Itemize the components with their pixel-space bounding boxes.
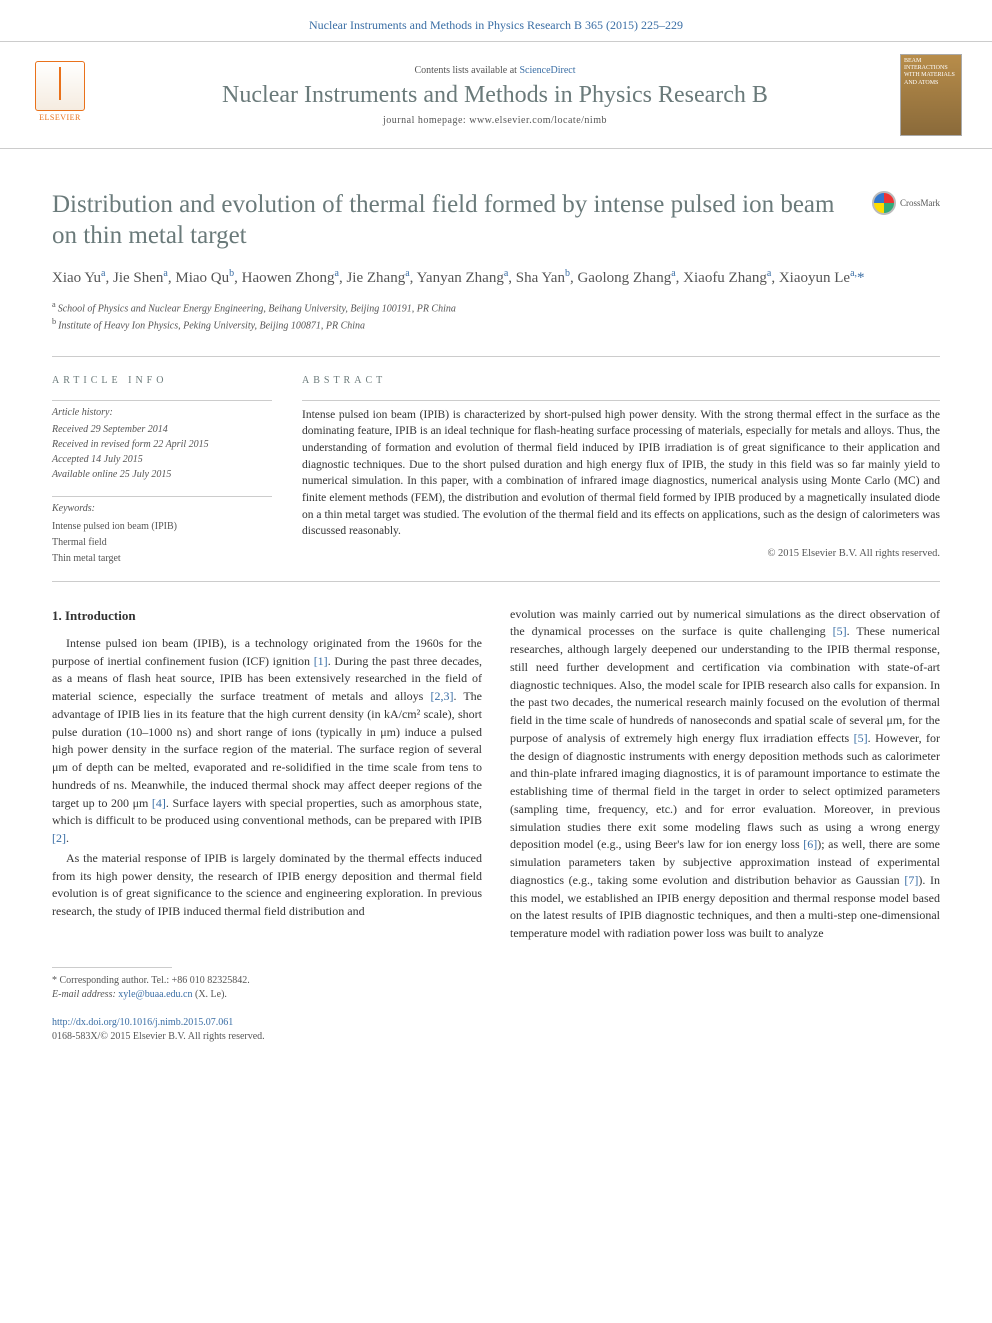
footnote-separator <box>52 967 172 968</box>
keyword: Intense pulsed ion beam (IPIB) <box>52 519 272 535</box>
homepage-prefix: journal homepage: <box>383 115 469 126</box>
keyword: Thermal field <box>52 535 272 551</box>
article-info-column: article info Article history: Received 2… <box>52 375 272 567</box>
article-info-heading: article info <box>52 375 272 386</box>
homepage-line: journal homepage: www.elsevier.com/locat… <box>90 115 900 126</box>
affiliation-b: Institute of Heavy Ion Physics, Peking U… <box>58 321 365 332</box>
page-footer: http://dx.doi.org/10.1016/j.nimb.2015.07… <box>0 1010 992 1064</box>
abstract-heading: abstract <box>302 375 940 386</box>
affiliation-a: School of Physics and Nuclear Energy Eng… <box>58 303 456 314</box>
body-paragraph: evolution was mainly carried out by nume… <box>510 606 940 943</box>
section-heading: 1. Introduction <box>52 606 482 625</box>
body-paragraph: Intense pulsed ion beam (IPIB), is a tec… <box>52 635 482 848</box>
abstract-text: Intense pulsed ion beam (IPIB) is charac… <box>302 400 940 540</box>
body-column-left: 1. Introduction Intense pulsed ion beam … <box>52 606 482 945</box>
doi-link[interactable]: http://dx.doi.org/10.1016/j.nimb.2015.07… <box>52 1016 940 1030</box>
author-list: Xiao Yua, Jie Shena, Miao Qub, Haowen Zh… <box>52 266 940 290</box>
issn-copyright: 0168-583X/© 2015 Elsevier B.V. All right… <box>52 1030 940 1044</box>
history-label: Article history: <box>52 405 272 420</box>
email-label: E-mail address: <box>52 989 118 1000</box>
history-item: Received 29 September 2014 <box>52 422 272 437</box>
elsevier-tree-icon <box>35 61 85 111</box>
email-suffix: (X. Le). <box>192 989 226 1000</box>
history-item: Available online 25 July 2015 <box>52 467 272 482</box>
journal-name: Nuclear Instruments and Methods in Physi… <box>90 82 900 109</box>
history-item: Received in revised form 22 April 2015 <box>52 437 272 452</box>
crossmark-icon <box>872 191 896 215</box>
body-paragraph: As the material response of IPIB is larg… <box>52 850 482 921</box>
article-history: Article history: Received 29 September 2… <box>52 400 272 482</box>
corresponding-author: * Corresponding author. Tel.: +86 010 82… <box>52 974 940 988</box>
footnotes: * Corresponding author. Tel.: +86 010 82… <box>0 974 992 1010</box>
elsevier-label: ELSEVIER <box>39 113 81 122</box>
contents-line: Contents lists available at ScienceDirec… <box>90 65 900 76</box>
email-link[interactable]: xyle@buaa.edu.cn <box>118 989 192 1000</box>
elsevier-logo: ELSEVIER <box>30 61 90 129</box>
keywords-label: Keywords: <box>52 501 272 517</box>
homepage-url[interactable]: www.elsevier.com/locate/nimb <box>469 115 607 126</box>
keyword: Thin metal target <box>52 551 272 567</box>
running-head: Nuclear Instruments and Methods in Physi… <box>0 0 992 41</box>
journal-banner: ELSEVIER Contents lists available at Sci… <box>0 41 992 149</box>
affiliations: aSchool of Physics and Nuclear Energy En… <box>52 299 940 334</box>
abstract-copyright: © 2015 Elsevier B.V. All rights reserved… <box>302 548 940 559</box>
journal-cover-thumbnail: BEAM INTERACTIONS WITH MATERIALS AND ATO… <box>900 54 962 136</box>
contents-prefix: Contents lists available at <box>414 65 519 76</box>
keywords-block: Keywords: Intense pulsed ion beam (IPIB)… <box>52 496 272 567</box>
body-column-right: evolution was mainly carried out by nume… <box>510 606 940 945</box>
sciencedirect-link[interactable]: ScienceDirect <box>519 65 575 76</box>
body-columns: 1. Introduction Intense pulsed ion beam … <box>0 582 992 955</box>
abstract-column: abstract Intense pulsed ion beam (IPIB) … <box>302 375 940 567</box>
crossmark-label: CrossMark <box>900 198 940 208</box>
article-title: Distribution and evolution of thermal fi… <box>52 189 940 252</box>
crossmark-badge[interactable]: CrossMark <box>872 191 940 215</box>
history-item: Accepted 14 July 2015 <box>52 452 272 467</box>
